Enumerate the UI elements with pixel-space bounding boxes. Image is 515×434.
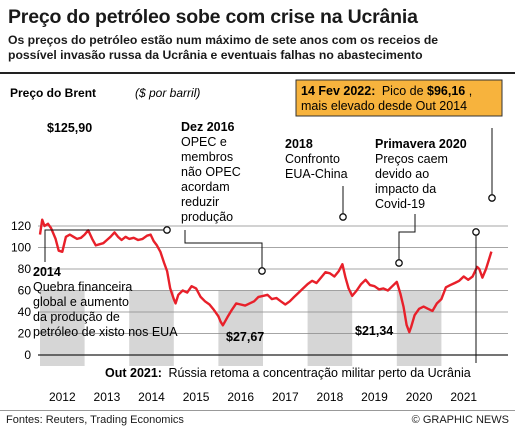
y-axis-title: Preço do Brent <box>10 86 96 100</box>
source-note: Fontes: Reuters, Trading Economics <box>6 414 184 426</box>
subtitle-line-2: possível invasão russa da Ucrânia e even… <box>8 48 423 62</box>
data-label-low-2020: $21,34 <box>355 324 393 338</box>
annotation-2014-line4: petróleo de xisto nos EUA <box>33 325 178 339</box>
annotation-dez2016-line5: reduzir <box>181 195 219 209</box>
y-tick-label-40: 40 <box>18 305 32 319</box>
y-tick-labels: 0 20 40 60 80 100 120 <box>11 219 31 362</box>
page-title: Preço do petróleo sobe com crise na Ucrâ… <box>8 6 418 28</box>
footer-rule <box>0 410 515 411</box>
y-tick-label-0: 0 <box>24 348 31 362</box>
marker-2014 <box>163 226 171 234</box>
x-tick-labels: 2012 2013 2014 2015 2016 2017 2018 2019 2020 2021 <box>49 390 477 404</box>
leader-prim2020 <box>398 214 416 263</box>
annotation-dez2016-line3: não OPEC <box>181 165 241 179</box>
x-tick-label-2013: 2013 <box>94 390 121 404</box>
annotation-prim2020: Primavera 2020 Preços caem devido ao imp… <box>375 137 467 211</box>
peak-callout-date: 14 Fev 2022: <box>301 84 375 98</box>
peak-callout-line1: 14 Fev 2022: Pico de $96,16 , <box>301 84 472 98</box>
x-tick-label-2018: 2018 <box>317 390 344 404</box>
y-tick-label-120: 120 <box>11 219 31 233</box>
peak-callout-value: $96,16 <box>427 84 465 98</box>
annotation-prim2020-line4: Covid-19 <box>375 197 425 211</box>
year-band-2020 <box>396 290 442 366</box>
annotation-2018-line1: Confronto <box>285 152 340 166</box>
annotation-oct2021-text: Rússia retoma a concentração militar per… <box>168 366 470 380</box>
peak-callout-line2: mais elevado desde Out 2014 <box>301 99 467 113</box>
marker-peak <box>488 194 496 202</box>
x-tick-label-2020: 2020 <box>406 390 433 404</box>
annotation-2014-line3: da produção de <box>33 310 120 324</box>
y-tick-label-100: 100 <box>11 241 31 255</box>
gridlines <box>38 225 508 356</box>
credit-note: © GRAPHIC NEWS <box>411 414 509 426</box>
y-axis-title-text: Preço do Brent <box>10 86 96 100</box>
y-tick-label-60: 60 <box>18 284 32 298</box>
annotation-dez2016-title: Dez 2016 <box>181 120 235 134</box>
annotation-2018: 2018 Confronto EUA-China <box>285 137 348 181</box>
marker-2018 <box>339 213 347 221</box>
x-tick-label-2014: 2014 <box>138 390 165 404</box>
data-label-low-2016: $27,67 <box>226 330 264 344</box>
year-band-2016 <box>218 290 263 366</box>
annotation-oct2021: Out 2021: Rússia retoma a concentração m… <box>105 366 471 380</box>
page-subtitle: Os preços do petróleo estão num máximo d… <box>8 33 513 63</box>
header-rule <box>0 72 515 74</box>
y-axis-unit: ($ por barril) <box>135 86 200 100</box>
year-band-2012 <box>40 290 85 366</box>
peak-callout-comma: , <box>469 84 472 98</box>
annotation-dez2016-line1: OPEC e <box>181 135 227 149</box>
subtitle-line-1: Os preços do petróleo estão num máximo d… <box>8 33 439 47</box>
peak-callout-box <box>295 79 503 117</box>
year-band-2018 <box>307 290 353 366</box>
annotation-oct2021-title: Out 2021: <box>105 366 162 380</box>
marker-oct2021 <box>472 228 480 236</box>
annotation-dez2016-line2: membros <box>181 150 233 164</box>
annotation-dez2016-line4: acordam <box>181 180 230 194</box>
annotation-prim2020-line1: Preços caem <box>375 152 448 166</box>
x-tick-label-2012: 2012 <box>49 390 76 404</box>
annotation-2014-line2: global e aumento <box>33 295 129 309</box>
peak-callout-text1: Pico de <box>382 84 427 98</box>
annotation-prim2020-title: Primavera 2020 <box>375 137 467 151</box>
annotation-2014-title: 2014 <box>33 265 61 279</box>
x-tick-label-2016: 2016 <box>227 390 254 404</box>
annotation-prim2020-line2: devido ao <box>375 167 429 181</box>
annotation-prim2020-line3: impacto da <box>375 182 436 196</box>
marker-dez2016 <box>258 267 266 275</box>
annotation-2018-line2: EUA-China <box>285 167 348 181</box>
leader-2014 <box>44 229 167 262</box>
annotation-2018-title: 2018 <box>285 137 313 151</box>
annotation-2014: 2014 Quebra financeira global e aumento … <box>33 265 178 339</box>
peak-callout: 14 Fev 2022: Pico de $96,16 , mais eleva… <box>295 79 503 117</box>
x-tick-label-2019: 2019 <box>361 390 388 404</box>
annotation-dez2016: Dez 2016 OPEC e membros não OPEC acordam… <box>181 120 241 224</box>
annotation-2014-line1: Quebra financeira <box>33 280 132 294</box>
annotation-markers <box>163 194 496 275</box>
annotation-leaders <box>44 128 493 363</box>
series-line-brent <box>38 218 493 334</box>
x-tick-label-2021: 2021 <box>450 390 477 404</box>
annotation-dez2016-line6: produção <box>181 210 233 224</box>
year-band-2014 <box>129 290 174 366</box>
y-tick-label-20: 20 <box>18 327 32 341</box>
x-tick-label-2015: 2015 <box>183 390 210 404</box>
x-tick-label-2017: 2017 <box>272 390 299 404</box>
year-bands <box>40 290 442 366</box>
data-label-max-2012: $125,90 <box>47 121 92 135</box>
leader-dez2016 <box>184 230 263 271</box>
marker-prim2020 <box>395 259 403 267</box>
y-tick-label-80: 80 <box>18 262 32 276</box>
